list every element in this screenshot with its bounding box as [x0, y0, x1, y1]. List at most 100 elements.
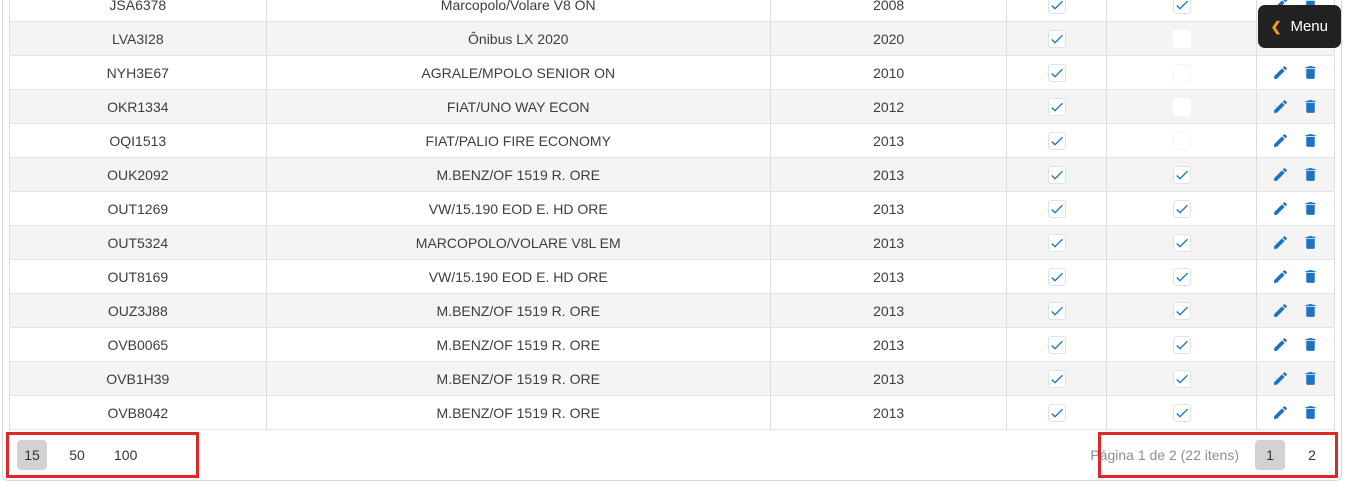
checkbox-2[interactable]	[1172, 369, 1191, 388]
table-row: OUK2092 M.BENZ/OF 1519 R. ORE 2013	[9, 158, 1335, 192]
checkbox-1[interactable]	[1047, 29, 1066, 48]
checkbox-2[interactable]	[1172, 131, 1191, 150]
checkbox-2[interactable]	[1172, 29, 1191, 48]
menu-button[interactable]: ❮ Menu	[1257, 5, 1341, 48]
edit-button[interactable]	[1272, 200, 1289, 217]
model-cell: VW/15.190 EOD E. HD ORE	[267, 192, 771, 225]
checkbox-2[interactable]	[1172, 233, 1191, 252]
checkbox-1[interactable]	[1047, 233, 1066, 252]
checkbox-2-cell	[1107, 396, 1258, 429]
checkbox-2[interactable]	[1172, 403, 1191, 422]
pencil-icon	[1274, 338, 1287, 351]
trash-icon	[1305, 372, 1316, 385]
pencil-icon	[1274, 100, 1287, 113]
delete-button[interactable]	[1302, 404, 1319, 421]
checkbox-1-cell	[1007, 0, 1108, 21]
delete-button[interactable]	[1302, 234, 1319, 251]
vehicles-card: JSA6378 Marcopolo/Volare V8 ON 2008 LVA3…	[2, 0, 1342, 481]
checkbox-1[interactable]	[1047, 131, 1066, 150]
checkbox-1-cell	[1007, 124, 1108, 157]
check-icon	[1051, 340, 1063, 350]
page-number-button[interactable]: 2	[1297, 440, 1327, 470]
actions-cell	[1257, 260, 1335, 293]
edit-button[interactable]	[1272, 336, 1289, 353]
table-row: OVB0065 M.BENZ/OF 1519 R. ORE 2013	[9, 328, 1335, 362]
check-icon	[1175, 204, 1188, 214]
checkbox-1-cell	[1007, 260, 1108, 293]
edit-button[interactable]	[1272, 132, 1289, 149]
check-icon	[1175, 0, 1188, 10]
delete-button[interactable]	[1302, 268, 1319, 285]
checkbox-2[interactable]	[1172, 165, 1191, 184]
table-row: OUT5324 MARCOPOLO/VOLARE V8L EM 2013	[9, 226, 1335, 260]
edit-button[interactable]	[1272, 166, 1289, 183]
model-cell: M.BENZ/OF 1519 R. ORE	[267, 158, 771, 191]
checkbox-2-cell	[1107, 192, 1258, 225]
plate-cell: OVB0065	[9, 328, 267, 361]
checkbox-1[interactable]	[1047, 267, 1066, 286]
edit-button[interactable]	[1272, 268, 1289, 285]
checkbox-2[interactable]	[1172, 267, 1191, 286]
check-icon	[1051, 374, 1063, 384]
checkbox-2[interactable]	[1172, 63, 1191, 82]
delete-button[interactable]	[1302, 370, 1319, 387]
edit-button[interactable]	[1272, 64, 1289, 81]
edit-button[interactable]	[1272, 98, 1289, 115]
delete-button[interactable]	[1302, 64, 1319, 81]
model-cell: FIAT/UNO WAY ECON	[267, 90, 771, 123]
checkbox-2[interactable]	[1172, 97, 1191, 116]
actions-cell	[1257, 294, 1335, 327]
checkbox-1[interactable]	[1047, 63, 1066, 82]
check-icon	[1051, 408, 1063, 418]
year-cell: 2010	[771, 56, 1008, 89]
checkbox-2-cell	[1107, 362, 1258, 395]
table-row: JSA6378 Marcopolo/Volare V8 ON 2008	[9, 0, 1335, 22]
checkbox-2[interactable]	[1172, 301, 1191, 320]
model-cell: Ônibus LX 2020	[267, 22, 771, 55]
checkbox-1[interactable]	[1047, 97, 1066, 116]
checkbox-2[interactable]	[1172, 335, 1191, 354]
year-cell: 2013	[771, 328, 1008, 361]
page-size-button[interactable]: 50	[62, 440, 92, 470]
checkbox-2[interactable]	[1172, 0, 1191, 14]
plate-cell: JSA6378	[9, 0, 267, 21]
actions-cell	[1257, 158, 1335, 191]
edit-button[interactable]	[1272, 370, 1289, 387]
checkbox-1-cell	[1007, 226, 1108, 259]
checkbox-1[interactable]	[1047, 403, 1066, 422]
check-icon	[1051, 238, 1063, 248]
page-number-button[interactable]: 1	[1255, 440, 1285, 470]
check-icon	[1051, 272, 1063, 282]
page-size-button[interactable]: 100	[107, 440, 144, 470]
delete-button[interactable]	[1302, 200, 1319, 217]
checkbox-2-cell	[1107, 158, 1258, 191]
plate-cell: OUT1269	[9, 192, 267, 225]
page-size-button[interactable]: 15	[17, 440, 47, 470]
checkbox-2[interactable]	[1172, 199, 1191, 218]
delete-button[interactable]	[1302, 132, 1319, 149]
table-row: OUZ3J88 M.BENZ/OF 1519 R. ORE 2013	[9, 294, 1335, 328]
edit-button[interactable]	[1272, 404, 1289, 421]
checkbox-1[interactable]	[1047, 369, 1066, 388]
checkbox-1[interactable]	[1047, 0, 1066, 14]
checkbox-1[interactable]	[1047, 199, 1066, 218]
delete-button[interactable]	[1302, 98, 1319, 115]
check-icon	[1175, 272, 1188, 282]
delete-button[interactable]	[1302, 166, 1319, 183]
page-size-selector: 15 50 100	[17, 440, 144, 470]
edit-button[interactable]	[1272, 234, 1289, 251]
checkbox-2-cell	[1107, 294, 1258, 327]
edit-button[interactable]	[1272, 302, 1289, 319]
checkbox-1[interactable]	[1047, 335, 1066, 354]
model-cell: MARCOPOLO/VOLARE V8L EM	[267, 226, 771, 259]
checkbox-1-cell	[1007, 56, 1108, 89]
delete-button[interactable]	[1302, 336, 1319, 353]
checkbox-1[interactable]	[1047, 301, 1066, 320]
actions-cell	[1257, 124, 1335, 157]
pencil-icon	[1274, 372, 1287, 385]
plate-cell: OUK2092	[9, 158, 267, 191]
delete-button[interactable]	[1302, 302, 1319, 319]
checkbox-1[interactable]	[1047, 165, 1066, 184]
checkbox-1-cell	[1007, 396, 1108, 429]
actions-cell	[1257, 226, 1335, 259]
